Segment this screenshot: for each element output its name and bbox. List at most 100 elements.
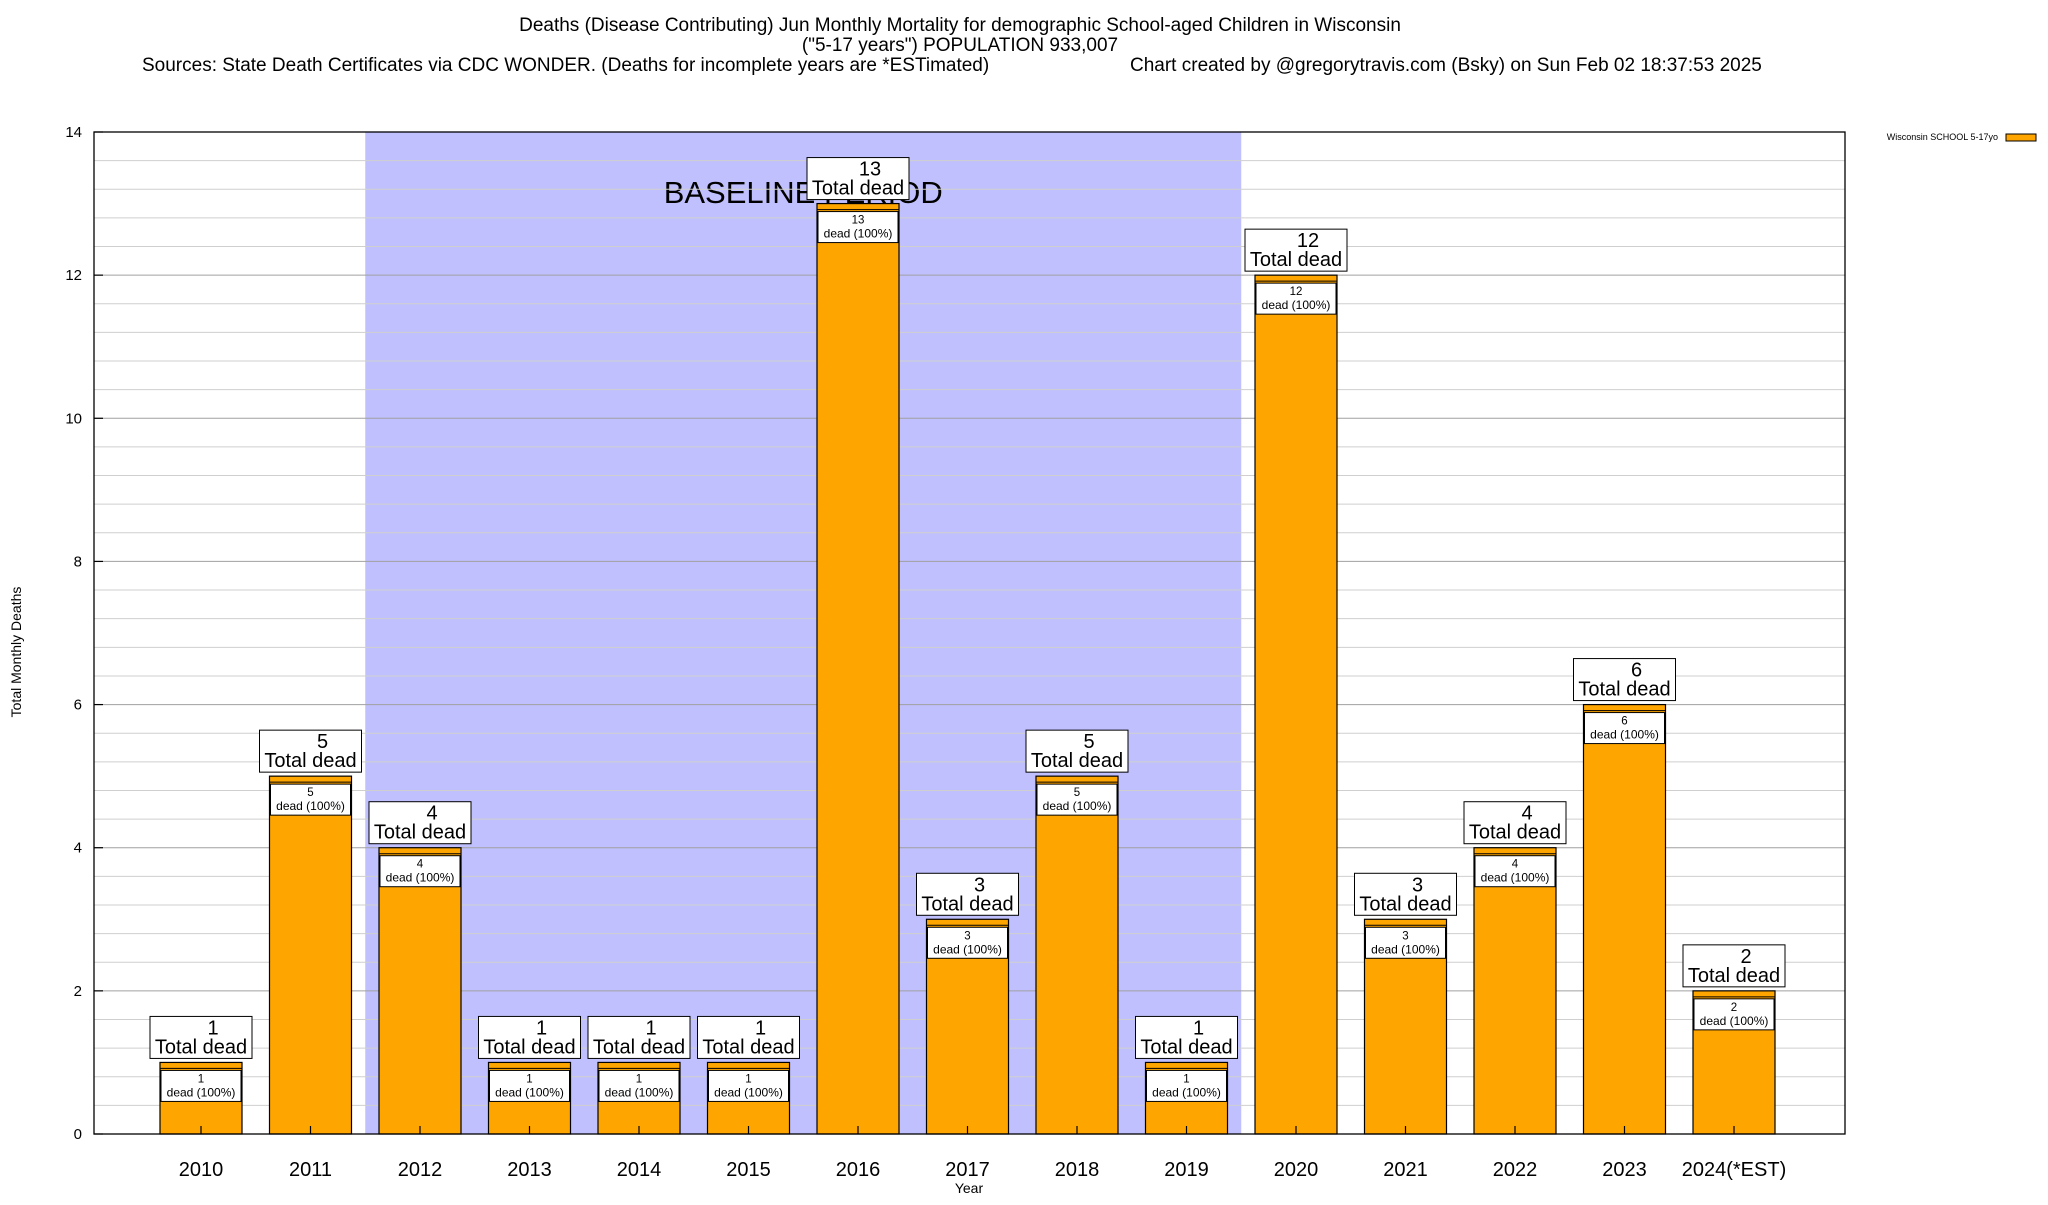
total-label-text-2012: Total dead: [374, 822, 466, 844]
total-label-text-2013: Total dead: [483, 1036, 575, 1058]
total-label-value-2020: 12: [1297, 230, 1319, 252]
total-label-value-2024(*EST): 2: [1740, 946, 1751, 968]
inner-label-text-2014: dead (100%): [605, 1085, 674, 1099]
inner-label-box-2015: [708, 1069, 789, 1102]
total-label-box-2023: [1573, 658, 1676, 702]
total-label-box-2015: [697, 1015, 800, 1059]
inner-label-text-2019: dead (100%): [1152, 1085, 1221, 1099]
y-tick-label-10: 10: [65, 410, 82, 427]
total-label-text-2011: Total dead: [264, 750, 356, 772]
total-label-text-2023: Total dead: [1578, 679, 1670, 701]
total-label-box-2011: [259, 729, 362, 773]
inner-label-value-2024(*EST): 2: [1731, 1002, 1737, 1014]
x-tick-label-2023: 2023: [1602, 1159, 1647, 1181]
inner-label-box-2011: [270, 783, 351, 816]
inner-label-box-2017: [927, 926, 1008, 959]
chart-credit: Chart created by @gregorytravis.com (Bsk…: [1130, 55, 1762, 76]
inner-label-value-2011: 5: [307, 787, 313, 799]
total-label-box-2018: [1025, 729, 1129, 773]
y-tick-label-8: 8: [74, 553, 82, 570]
inner-label-box-2024(*EST): [1693, 998, 1775, 1031]
inner-label-box-2019: [1146, 1069, 1227, 1102]
total-label-value-2015: 1: [755, 1017, 766, 1039]
x-tick-label-2010: 2010: [179, 1159, 224, 1181]
plot-frame: [93, 131, 1846, 1135]
total-label-value-2012: 4: [426, 803, 437, 825]
total-label-box-2013: [478, 1015, 581, 1059]
inner-label-value-2016: 13: [852, 215, 865, 227]
total-label-value-2010: 1: [207, 1017, 218, 1039]
total-label-text-2024(*EST): Total dead: [1688, 965, 1780, 987]
inner-label-value-2012: 4: [417, 859, 424, 871]
inner-label-value-2018: 5: [1074, 787, 1080, 799]
inner-label-text-2012: dead (100%): [386, 871, 455, 885]
x-tick-label-2014: 2014: [617, 1159, 662, 1181]
legend: Wisconsin SCHOOL 5-17yo: [1887, 132, 2037, 142]
y-tick-label-14: 14: [65, 124, 82, 141]
inner-label-value-2020: 12: [1290, 286, 1303, 298]
inner-label-text-2011: dead (100%): [276, 799, 345, 813]
y-tick-label-12: 12: [65, 267, 82, 284]
total-label-value-2013: 1: [536, 1017, 547, 1039]
total-label-box-2019: [1135, 1015, 1238, 1059]
x-tick-label-2016: 2016: [836, 1159, 881, 1181]
inner-label-value-2010: 1: [198, 1073, 204, 1085]
inner-label-box-2023: [1584, 712, 1665, 745]
total-label-box-2016: [806, 157, 910, 201]
x-tick-label-2017: 2017: [945, 1159, 990, 1181]
inner-label-text-2013: dead (100%): [495, 1085, 564, 1099]
total-label-box-2012: [368, 801, 472, 845]
inner-label-text-2010: dead (100%): [167, 1085, 236, 1099]
total-label-box-2024(*EST): [1682, 944, 1786, 988]
total-label-text-2022: Total dead: [1469, 822, 1561, 844]
inner-label-text-2022: dead (100%): [1481, 871, 1550, 885]
x-axis-label: Year: [955, 1180, 984, 1196]
total-label-text-2014: Total dead: [593, 1036, 685, 1058]
bar-2016: [816, 202, 900, 1135]
bar-2018: [1035, 775, 1119, 1135]
inner-label-text-2021: dead (100%): [1371, 942, 1440, 956]
x-tick-label-2019: 2019: [1164, 1159, 1209, 1181]
inner-label-box-2021: [1365, 926, 1446, 959]
inner-label-box-2012: [379, 855, 461, 888]
inner-label-box-2014: [598, 1069, 680, 1102]
total-label-box-2021: [1354, 872, 1457, 916]
x-tick-label-2011: 2011: [289, 1159, 332, 1181]
total-label-text-2018: Total dead: [1031, 750, 1123, 772]
total-label-text-2015: Total dead: [702, 1036, 794, 1058]
total-label-value-2023: 6: [1631, 660, 1642, 682]
y-tick-label-2: 2: [74, 983, 82, 1000]
total-label-value-2014: 1: [645, 1017, 656, 1039]
inner-label-box-2013: [489, 1069, 570, 1102]
total-label-value-2018: 5: [1083, 731, 1094, 753]
total-label-box-2017: [916, 872, 1019, 916]
y-tick-label-4: 4: [74, 840, 82, 857]
total-label-value-2021: 3: [1412, 874, 1423, 896]
total-label-value-2019: 1: [1193, 1017, 1204, 1039]
inner-label-text-2015: dead (100%): [714, 1085, 783, 1099]
total-label-box-2022: [1463, 801, 1567, 845]
x-tick-label-2015: 2015: [726, 1159, 771, 1181]
inner-label-value-2019: 1: [1183, 1073, 1189, 1085]
x-tick-label-2013: 2013: [507, 1159, 552, 1181]
total-label-text-2021: Total dead: [1359, 893, 1451, 915]
total-label-text-2017: Total dead: [921, 893, 1013, 915]
x-tick-label-2024(*EST): 2024(*EST): [1682, 1159, 1787, 1181]
inner-label-box-2018: [1036, 783, 1118, 816]
bar-2020: [1254, 274, 1338, 1135]
x-tick-label-2012: 2012: [398, 1159, 443, 1181]
inner-label-value-2015: 1: [745, 1073, 751, 1085]
x-tick-label-2022: 2022: [1493, 1159, 1538, 1181]
inner-label-box-2010: [160, 1069, 242, 1102]
inner-label-text-2020: dead (100%): [1262, 298, 1331, 312]
inner-label-value-2013: 1: [526, 1073, 532, 1085]
total-label-text-2016: Total dead: [812, 178, 904, 200]
inner-label-text-2023: dead (100%): [1590, 728, 1659, 742]
bar-2012: [378, 847, 462, 1135]
chart-title-line-1: Deaths (Disease Contributing) Jun Monthl…: [519, 15, 1401, 36]
bar-2011: [268, 775, 353, 1135]
x-tick-label-2021: 2021: [1383, 1159, 1428, 1181]
inner-label-box-2022: [1474, 855, 1556, 888]
